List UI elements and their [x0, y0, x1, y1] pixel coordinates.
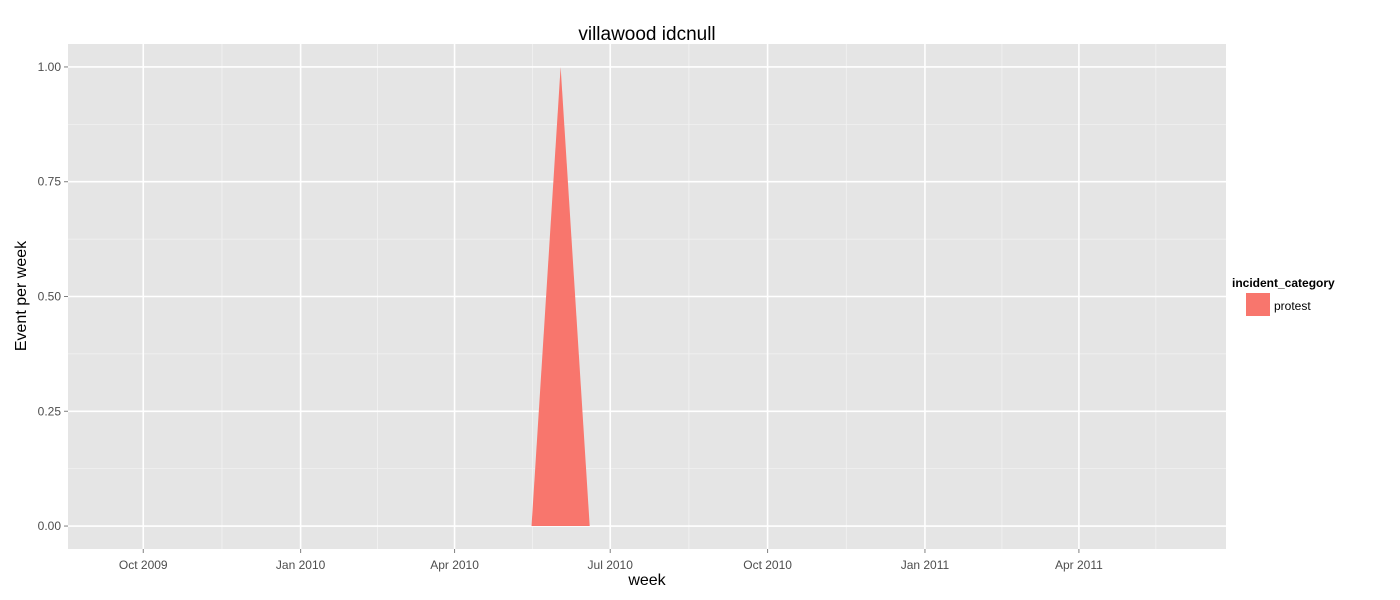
x-axis: Oct 2009 Jan 2010 Apr 2010 Jul 2010 Oct 2010…	[119, 549, 1103, 572]
y-tick-label: 0.00	[38, 519, 62, 533]
y-axis-title: Event per week	[13, 240, 30, 351]
legend-swatch-protest	[1246, 293, 1270, 316]
y-tick-label: 0.50	[38, 290, 62, 304]
major-grid	[68, 44, 1226, 549]
series-layer	[531, 66, 590, 527]
chart-title: villawood idcnull	[578, 24, 715, 45]
x-tick-label: Apr 2010	[430, 558, 479, 572]
x-tick-label: Apr 2011	[1055, 558, 1103, 572]
legend-title: incident_category	[1232, 276, 1335, 290]
x-tick-label: Jan 2011	[901, 558, 950, 572]
x-axis-title: week	[627, 572, 666, 589]
x-tick-label: Jan 2010	[276, 558, 326, 572]
legend: incident_category protest	[1232, 276, 1335, 316]
x-tick-label: Oct 2010	[743, 558, 792, 572]
y-tick-label: 0.25	[38, 404, 62, 418]
area-protest	[531, 66, 590, 527]
y-tick-label: 0.75	[38, 175, 62, 189]
legend-label-protest: protest	[1274, 299, 1311, 313]
y-axis: 0.00 0.25 0.50 0.75 1.00	[38, 60, 68, 533]
x-tick-label: Jul 2010	[588, 558, 634, 572]
y-tick-label: 1.00	[38, 60, 62, 74]
x-tick-label: Oct 2009	[119, 558, 168, 572]
